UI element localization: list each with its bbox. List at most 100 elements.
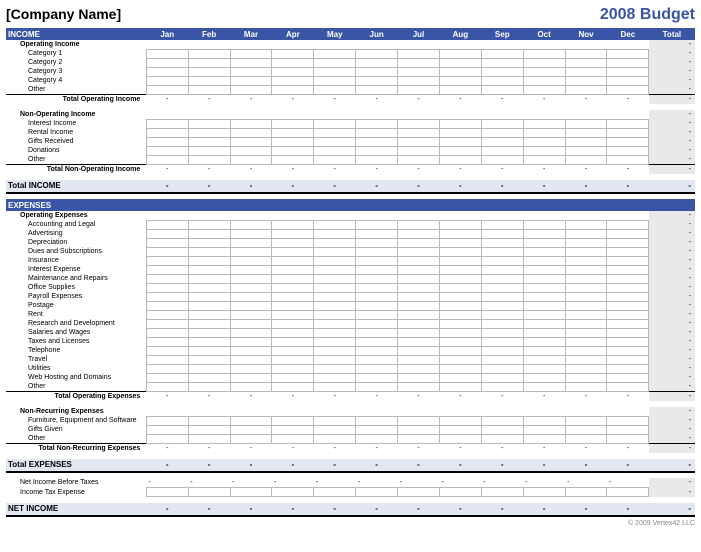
input-cell[interactable]: [607, 220, 649, 229]
input-cell[interactable]: [481, 155, 523, 165]
input-cell[interactable]: [188, 382, 230, 392]
input-cell[interactable]: [146, 416, 188, 425]
input-cell[interactable]: [481, 58, 523, 67]
input-cell[interactable]: [146, 292, 188, 301]
input-cell[interactable]: [146, 238, 188, 247]
input-cell[interactable]: [314, 67, 356, 76]
input-cell[interactable]: [146, 328, 188, 337]
input-cell[interactable]: [230, 119, 272, 128]
input-cell[interactable]: [146, 346, 188, 355]
input-cell[interactable]: [146, 58, 188, 67]
input-cell[interactable]: [439, 128, 481, 137]
input-cell[interactable]: [272, 58, 314, 67]
input-cell[interactable]: [523, 76, 565, 85]
net-val[interactable]: [272, 488, 314, 497]
input-cell[interactable]: [481, 67, 523, 76]
input-cell[interactable]: [607, 310, 649, 319]
input-cell[interactable]: [314, 355, 356, 364]
input-cell[interactable]: [481, 128, 523, 137]
input-cell[interactable]: [439, 220, 481, 229]
input-cell[interactable]: [481, 119, 523, 128]
input-cell[interactable]: [146, 229, 188, 238]
net-val[interactable]: [146, 488, 188, 497]
input-cell[interactable]: [481, 256, 523, 265]
input-cell[interactable]: [356, 238, 398, 247]
input-cell[interactable]: [439, 319, 481, 328]
input-cell[interactable]: [356, 328, 398, 337]
input-cell[interactable]: [356, 67, 398, 76]
input-cell[interactable]: [188, 364, 230, 373]
input-cell[interactable]: [356, 220, 398, 229]
input-cell[interactable]: [607, 373, 649, 382]
input-cell[interactable]: [230, 247, 272, 256]
input-cell[interactable]: [439, 292, 481, 301]
input-cell[interactable]: [272, 265, 314, 274]
input-cell[interactable]: [523, 155, 565, 165]
input-cell[interactable]: [565, 58, 607, 67]
input-cell[interactable]: [565, 85, 607, 95]
input-cell[interactable]: [481, 265, 523, 274]
input-cell[interactable]: [272, 256, 314, 265]
input-cell[interactable]: [565, 256, 607, 265]
input-cell[interactable]: [565, 310, 607, 319]
input-cell[interactable]: [523, 49, 565, 58]
input-cell[interactable]: [272, 76, 314, 85]
input-cell[interactable]: [314, 76, 356, 85]
input-cell[interactable]: [188, 283, 230, 292]
input-cell[interactable]: [188, 119, 230, 128]
input-cell[interactable]: [607, 301, 649, 310]
input-cell[interactable]: [314, 319, 356, 328]
input-cell[interactable]: [439, 146, 481, 155]
input-cell[interactable]: [146, 425, 188, 434]
input-cell[interactable]: [481, 76, 523, 85]
input-cell[interactable]: [188, 434, 230, 444]
input-cell[interactable]: [356, 416, 398, 425]
input-cell[interactable]: [230, 229, 272, 238]
input-cell[interactable]: [607, 434, 649, 444]
input-cell[interactable]: [272, 373, 314, 382]
input-cell[interactable]: [314, 310, 356, 319]
input-cell[interactable]: [439, 119, 481, 128]
input-cell[interactable]: [188, 310, 230, 319]
input-cell[interactable]: [272, 247, 314, 256]
input-cell[interactable]: [607, 238, 649, 247]
input-cell[interactable]: [565, 76, 607, 85]
input-cell[interactable]: [398, 274, 440, 283]
input-cell[interactable]: [272, 137, 314, 146]
input-cell[interactable]: [314, 373, 356, 382]
input-cell[interactable]: [230, 58, 272, 67]
input-cell[interactable]: [607, 76, 649, 85]
input-cell[interactable]: [356, 310, 398, 319]
input-cell[interactable]: [356, 58, 398, 67]
input-cell[interactable]: [314, 119, 356, 128]
input-cell[interactable]: [356, 137, 398, 146]
input-cell[interactable]: [481, 146, 523, 155]
input-cell[interactable]: [523, 292, 565, 301]
input-cell[interactable]: [398, 416, 440, 425]
input-cell[interactable]: [188, 220, 230, 229]
input-cell[interactable]: [146, 76, 188, 85]
input-cell[interactable]: [188, 301, 230, 310]
input-cell[interactable]: [523, 346, 565, 355]
input-cell[interactable]: [230, 355, 272, 364]
input-cell[interactable]: [481, 364, 523, 373]
input-cell[interactable]: [230, 319, 272, 328]
input-cell[interactable]: [356, 346, 398, 355]
input-cell[interactable]: [356, 247, 398, 256]
input-cell[interactable]: [272, 310, 314, 319]
input-cell[interactable]: [607, 355, 649, 364]
input-cell[interactable]: [230, 328, 272, 337]
input-cell[interactable]: [272, 355, 314, 364]
input-cell[interactable]: [188, 85, 230, 95]
input-cell[interactable]: [356, 155, 398, 165]
input-cell[interactable]: [398, 229, 440, 238]
input-cell[interactable]: [230, 128, 272, 137]
input-cell[interactable]: [398, 128, 440, 137]
input-cell[interactable]: [523, 146, 565, 155]
input-cell[interactable]: [481, 310, 523, 319]
input-cell[interactable]: [314, 425, 356, 434]
input-cell[interactable]: [356, 146, 398, 155]
input-cell[interactable]: [272, 85, 314, 95]
input-cell[interactable]: [272, 238, 314, 247]
input-cell[interactable]: [398, 76, 440, 85]
